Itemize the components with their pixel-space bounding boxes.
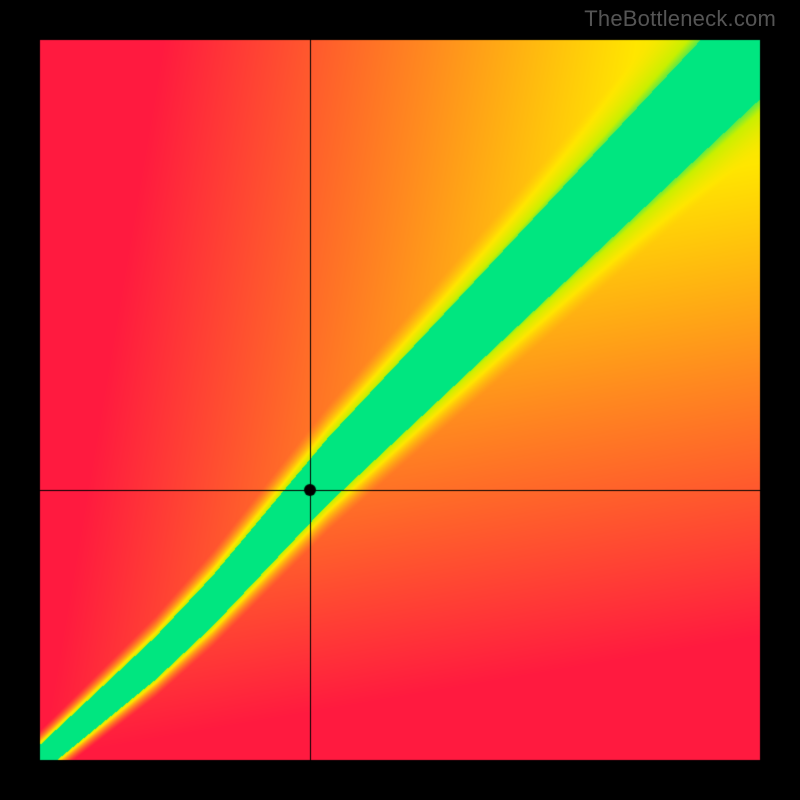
heatmap-canvas — [0, 0, 800, 800]
chart-container: TheBottleneck.com — [0, 0, 800, 800]
watermark-text: TheBottleneck.com — [584, 6, 776, 32]
